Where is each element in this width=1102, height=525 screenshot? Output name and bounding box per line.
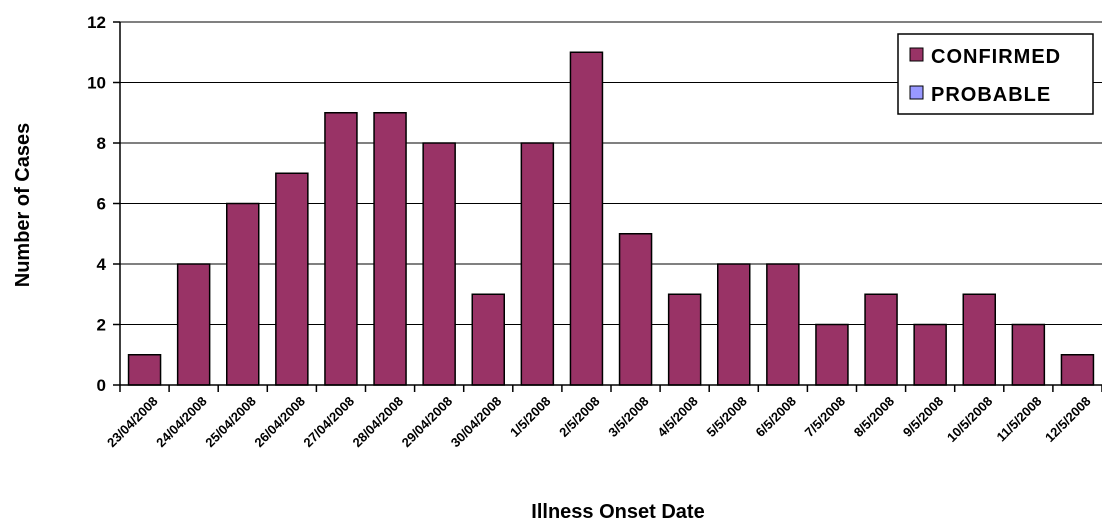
legend-label-confirmed: CONFIRMED (931, 46, 1061, 68)
x-tick-label: 7/5/2008 (802, 394, 848, 440)
bar-confirmed-12 (717, 263, 751, 386)
y-tick-label: 12 (87, 13, 106, 32)
bar-confirmed-13 (766, 263, 800, 386)
y-tick-label: 4 (97, 255, 107, 274)
y-tick-label: 6 (97, 195, 106, 214)
bar-confirmed-11 (667, 293, 702, 386)
bar-confirmed-4 (324, 112, 358, 386)
bar-confirmed-17 (962, 293, 996, 386)
x-tick-label: 6/5/2008 (753, 394, 799, 440)
x-tick-label: 4/5/2008 (654, 394, 700, 440)
x-tick-label: 26/04/2008 (251, 394, 308, 451)
bar-confirmed-6 (422, 142, 456, 386)
x-tick-label: 28/04/2008 (350, 394, 407, 451)
x-tick-label: 10/5/2008 (944, 394, 996, 446)
x-tick-label: 9/5/2008 (900, 394, 946, 440)
bar-confirmed-16 (913, 323, 947, 386)
bar-confirmed-3 (275, 172, 309, 386)
bar-confirmed-15 (864, 293, 898, 386)
y-tick-label: 10 (87, 74, 106, 93)
y-tick-label: 8 (97, 134, 106, 153)
bar-confirmed-19 (1060, 354, 1095, 386)
legend: CONFIRMED PROBABLE (897, 33, 1094, 115)
x-tick-label: 23/04/2008 (104, 394, 161, 451)
x-tick-label: 29/04/2008 (399, 394, 456, 451)
x-tick-label: 1/5/2008 (507, 394, 553, 440)
x-axis-ticks: 23/04/200824/04/200825/04/200826/04/2008… (104, 385, 1102, 450)
bar-confirmed-7 (471, 293, 505, 386)
bars (127, 51, 1095, 386)
x-tick-label: 30/04/2008 (448, 394, 505, 451)
y-tick-label: 2 (97, 316, 106, 335)
x-tick-label: 24/04/2008 (153, 394, 210, 451)
x-tick-label: 3/5/2008 (605, 394, 651, 440)
x-tick-label: 2/5/2008 (556, 394, 602, 440)
legend-label-probable: PROBABLE (931, 84, 1051, 106)
x-axis-title: Illness Onset Date (531, 501, 704, 523)
x-tick-label: 11/5/2008 (993, 394, 1044, 445)
y-axis-ticks: 0 2 4 6 8 10 12 (87, 13, 120, 395)
legend-box (897, 33, 1094, 115)
bar-confirmed-9 (569, 51, 604, 386)
y-axis-title: Number of Cases (12, 123, 34, 288)
bar-confirmed-14 (815, 323, 849, 386)
bar-confirmed-5 (373, 112, 407, 386)
bar-confirmed-18 (1011, 323, 1046, 386)
x-tick-label: 25/04/2008 (202, 394, 259, 451)
x-tick-label: 8/5/2008 (851, 394, 897, 440)
legend-swatch-confirmed (909, 47, 924, 62)
x-tick-label: 5/5/2008 (703, 394, 749, 440)
bar-confirmed-10 (618, 233, 653, 386)
x-tick-label: 12/5/2008 (1042, 394, 1094, 446)
bar-confirmed-0 (127, 354, 162, 386)
bar-confirmed-2 (226, 202, 260, 386)
x-tick-label: 27/04/2008 (300, 394, 357, 451)
bar-confirmed-1 (176, 263, 211, 386)
bar-confirmed-8 (520, 142, 555, 386)
legend-swatch-probable (909, 85, 924, 100)
y-tick-label: 0 (97, 376, 106, 395)
